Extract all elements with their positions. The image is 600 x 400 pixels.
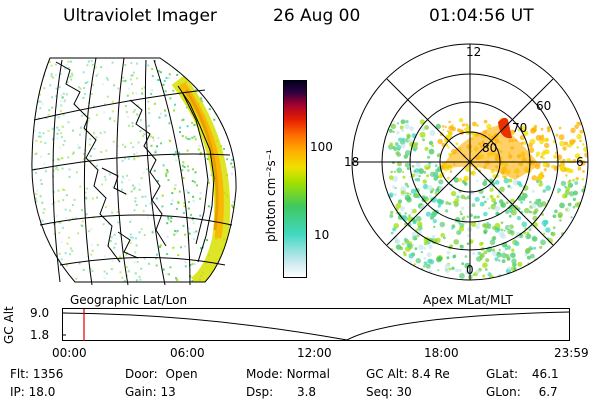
- mlt-label-0: 0: [466, 263, 474, 277]
- colorbar-tick-10: 10: [314, 228, 330, 242]
- geographic-image: [31, 57, 237, 286]
- mlat-label-80: 80: [482, 141, 497, 155]
- altitude-plot: [62, 308, 571, 341]
- polar-panel-label: Apex MLat/MLT: [423, 293, 513, 307]
- status-dsp: Dsp: 3.8: [246, 385, 317, 399]
- status-ip: IP: 18.0: [10, 385, 56, 399]
- intensity-colorbar: [283, 80, 307, 278]
- mlt-label-18: 18: [344, 155, 359, 169]
- header-date: 26 Aug 00: [273, 6, 361, 26]
- alt-plot-ylabel: GC Alt: [2, 306, 16, 344]
- alt-ytick-1-8: 1.8: [30, 328, 50, 342]
- colorbar-unit-label: photon cm⁻²s⁻¹: [264, 149, 278, 242]
- mlt-label-12: 12: [466, 45, 481, 59]
- alt-xtick-0000: 00:00: [52, 346, 87, 360]
- mlat-label-70: 70: [512, 121, 527, 135]
- status-seq: Seq: 30: [366, 385, 412, 399]
- status-door: Door: Open: [125, 367, 198, 381]
- coastline: [55, 61, 215, 263]
- status-gc-alt: GC Alt: 8.4 Re: [366, 367, 450, 381]
- polar-grid: [351, 43, 589, 281]
- header-time: 01:04:56 UT: [429, 6, 534, 26]
- alt-xtick-0600: 06:00: [170, 346, 205, 360]
- colorbar-tick-100: 100: [310, 140, 333, 154]
- alt-xtick-2359: 23:59: [554, 346, 589, 360]
- alt-ytick-9: 9.0: [30, 306, 50, 320]
- alt-xtick-1800: 18:00: [424, 346, 459, 360]
- geo-grid: [31, 57, 237, 286]
- status-gain: Gain: 13: [125, 385, 176, 399]
- alt-xtick-1200: 12:00: [297, 346, 332, 360]
- geo-panel-label: Geographic Lat/Lon: [70, 293, 188, 307]
- instrument-title: Ultraviolet Imager: [63, 6, 217, 26]
- status-glon: GLon: 6.7: [486, 385, 558, 399]
- status-mode: Mode: Normal: [246, 367, 330, 381]
- polar-image: 12 18 6 0 60 70 80: [344, 43, 589, 281]
- mlat-label-60: 60: [536, 99, 551, 113]
- status-glat: GLat: 46.1: [486, 367, 559, 381]
- status-flt: Flt: 1356: [10, 367, 64, 381]
- mlt-label-6: 6: [576, 155, 584, 169]
